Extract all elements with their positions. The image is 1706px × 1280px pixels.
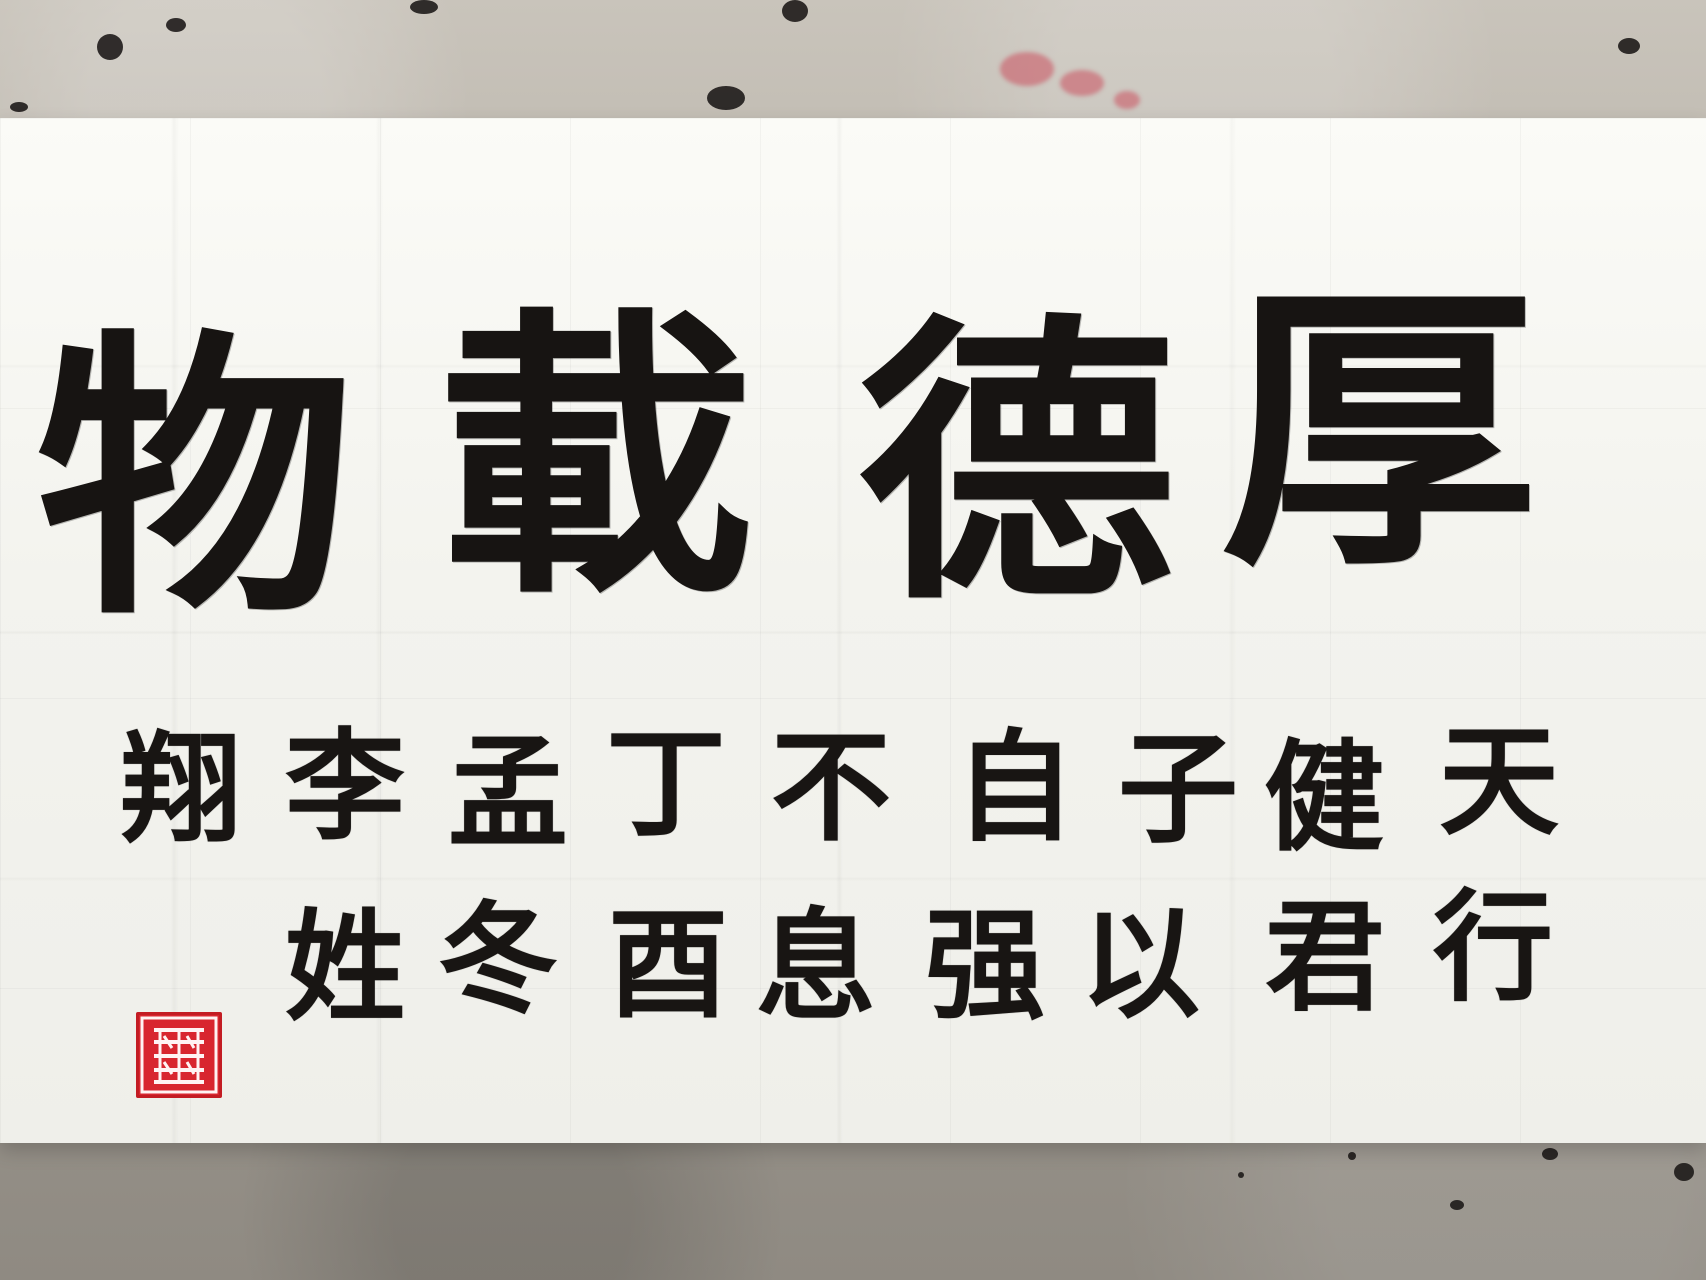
inscription-char: 孟 — [448, 723, 568, 864]
inscription-char: 酉 — [608, 894, 728, 1035]
inscription-char: 强 — [925, 895, 1045, 1036]
ink-splatter — [1450, 1200, 1464, 1210]
ink-splatter — [166, 18, 186, 32]
ink-splatter — [1674, 1163, 1694, 1181]
inscription-char: 天 — [1439, 711, 1559, 852]
inscription-char: 息 — [756, 896, 876, 1037]
red-paint-stain — [1114, 91, 1140, 109]
inscription-char: 君 — [1265, 887, 1385, 1028]
inscription-char: 行 — [1433, 877, 1553, 1018]
inscription-char: 冬 — [438, 889, 558, 1030]
inscription-char: 以 — [1080, 894, 1200, 1035]
calligraphy-paper: 物 載 德 厚 天 行 健 君 子 以 自 强 不 息 丁 酉 孟 冬 李 姓 … — [0, 118, 1706, 1143]
red-paint-stain — [1000, 52, 1054, 86]
ink-splatter — [1238, 1172, 1244, 1178]
ink-splatter — [10, 102, 28, 112]
large-character-4: 厚 — [1220, 255, 1538, 608]
red-square-seal-icon — [136, 1012, 222, 1098]
inscription-char: 自 — [955, 717, 1075, 858]
inscription-char: 姓 — [285, 897, 405, 1038]
inscription-char: 不 — [771, 717, 891, 858]
ink-splatter — [782, 0, 808, 22]
ink-splatter — [97, 34, 123, 60]
inscription-char: 丁 — [606, 713, 726, 854]
large-character-1: 物 — [36, 302, 354, 655]
red-paint-stain — [1060, 70, 1104, 96]
large-character-2: 載 — [436, 281, 754, 634]
ink-splatter — [410, 0, 438, 14]
large-character-3: 德 — [858, 287, 1176, 640]
inscription-char: 李 — [285, 716, 405, 857]
ink-splatter — [1618, 38, 1640, 54]
ink-splatter — [707, 86, 745, 110]
ink-splatter — [1542, 1148, 1558, 1160]
ink-splatter — [1348, 1152, 1356, 1160]
inscription-char: 翔 — [121, 719, 241, 860]
inscription-char: 健 — [1264, 727, 1384, 868]
inscription-char: 子 — [1118, 719, 1238, 860]
